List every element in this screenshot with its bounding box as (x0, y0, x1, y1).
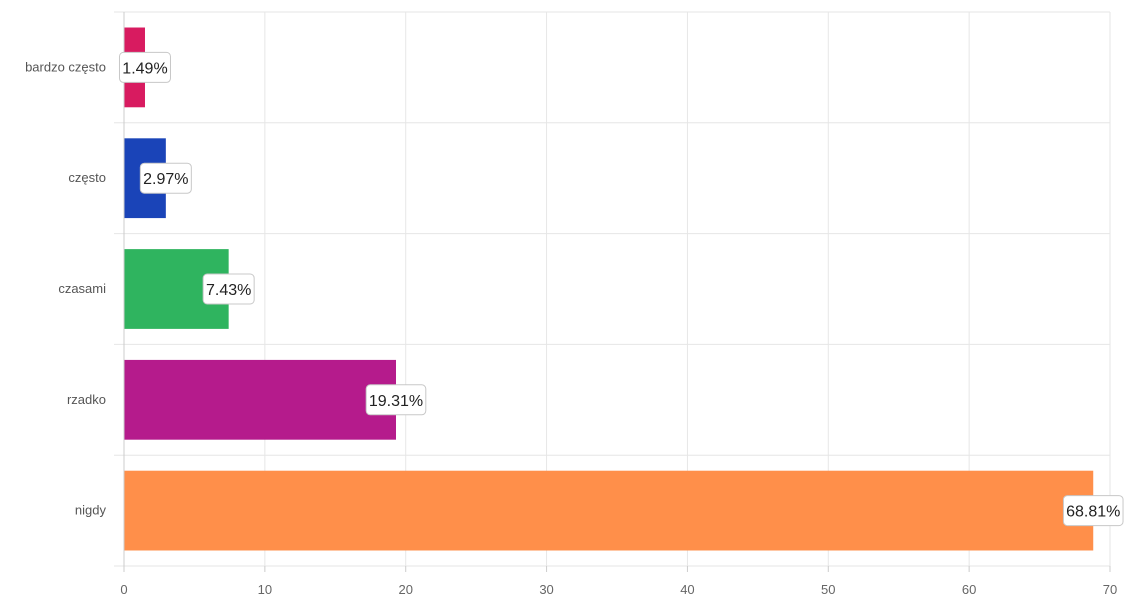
data-label-box (365, 384, 427, 416)
x-tick-label: 70 (1103, 582, 1117, 595)
category-label: bardzo często (25, 59, 106, 74)
bar-4 (124, 359, 396, 440)
data-label-group: 1.49% 2.97% 7.43% 19.31% 68.81% (118, 51, 1124, 527)
bar-group (124, 27, 1094, 551)
data-label-box (202, 273, 255, 305)
category-label: nigdy (75, 503, 107, 518)
x-tick-label: 20 (398, 582, 412, 595)
data-label-box (139, 162, 192, 194)
data-label-box (118, 51, 171, 83)
x-tick-label: 60 (962, 582, 976, 595)
axes: 0 10 20 30 40 50 60 70 bardzo często często czasam… (25, 12, 1117, 595)
grid-lines (114, 11, 1111, 567)
bar-5 (124, 470, 1094, 551)
data-label: 2.97% (143, 171, 188, 188)
data-label: 1.49% (122, 60, 167, 77)
x-tick-label: 10 (258, 582, 272, 595)
x-tick-label: 30 (539, 582, 553, 595)
data-label: 68.81% (1066, 504, 1120, 521)
category-label: często (68, 170, 106, 185)
category-label: rzadko (67, 392, 106, 407)
x-tick-label: 0 (120, 582, 127, 595)
data-label: 19.31% (369, 393, 423, 410)
x-tick-label: 40 (680, 582, 694, 595)
category-label: czasami (58, 281, 106, 296)
x-tick-label: 50 (821, 582, 835, 595)
data-label: 7.43% (206, 282, 251, 299)
data-label-box (1062, 495, 1124, 527)
